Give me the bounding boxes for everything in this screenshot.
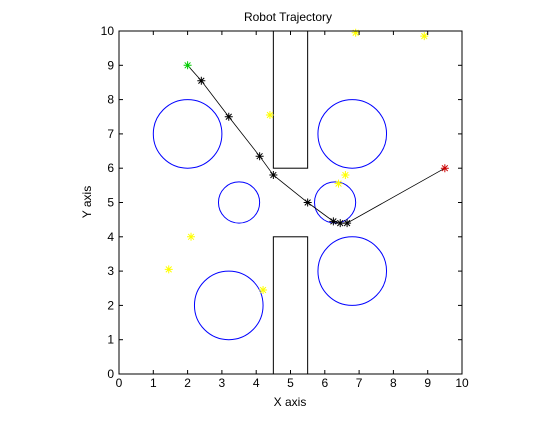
- sample-point-7: [164, 265, 173, 274]
- waypoint-marker-5: [303, 198, 312, 207]
- waypoint-marker-1: [197, 76, 206, 85]
- y-tick-label-3: 3: [107, 264, 114, 278]
- start-marker: [183, 61, 192, 70]
- y-tick-label-7: 7: [107, 127, 114, 141]
- sample-point-3: [265, 111, 274, 120]
- sample-point-8: [259, 285, 268, 294]
- obstacle-circle-2: [317, 99, 388, 169]
- x-tick-label-0: 0: [116, 376, 123, 390]
- endpoint-layer: [183, 61, 449, 173]
- obstacle-circle-5: [193, 270, 264, 341]
- chart-title: Robot Trajectory: [244, 10, 332, 24]
- y-tick-label-2: 2: [107, 298, 114, 312]
- sample-point-4: [341, 171, 350, 180]
- x-tick-label-5: 5: [287, 376, 294, 390]
- waypoint-marker-4: [269, 171, 278, 180]
- waypoint-marker-2: [224, 112, 233, 121]
- x-tick-label-2: 2: [184, 376, 191, 390]
- obstacle-circle-3: [217, 181, 261, 224]
- axes-box: [119, 31, 462, 374]
- y-tick-label-8: 8: [107, 93, 114, 107]
- y-tick-label-6: 6: [107, 161, 114, 175]
- waypoint-marker-8: [343, 219, 352, 228]
- x-tick-label-8: 8: [390, 376, 397, 390]
- tick-layer: 0 1 2 3 4 5 6 7 8 9 10 0 1 2 3 4 5 6 7 8 9 10: [101, 24, 469, 390]
- waypoint-marker-7: [336, 219, 345, 228]
- y-tick-label-0: 0: [107, 367, 114, 381]
- obstacle-circle-6: [317, 236, 388, 306]
- y-axis-label: Y axis: [80, 186, 94, 218]
- x-tick-label-3: 3: [219, 376, 226, 390]
- sample-layer: [164, 28, 429, 294]
- sample-point-6: [187, 232, 196, 241]
- y-tick-label-4: 4: [107, 230, 114, 244]
- x-tick-label-7: 7: [356, 376, 363, 390]
- sample-point-2: [420, 32, 429, 41]
- x-tick-label-9: 9: [424, 376, 431, 390]
- x-tick-label-4: 4: [253, 376, 260, 390]
- x-tick-label-10: 10: [455, 376, 469, 390]
- waypoint-marker-6: [329, 217, 338, 226]
- sample-point-1: [351, 28, 360, 37]
- obstacle-circle-1: [152, 99, 223, 169]
- x-tick-label-6: 6: [321, 376, 328, 390]
- y-tick-label-9: 9: [107, 58, 114, 72]
- goal-marker: [440, 164, 449, 173]
- waypoint-marker-3: [255, 152, 264, 161]
- y-tick-label-1: 1: [107, 333, 114, 347]
- x-axis-label: X axis: [274, 395, 307, 409]
- path-layer: [187, 65, 446, 228]
- y-tick-label-10: 10: [101, 24, 115, 38]
- sample-point-5: [334, 179, 343, 188]
- obstacle-layer: [152, 30, 388, 375]
- x-tick-label-1: 1: [150, 376, 157, 390]
- y-tick-label-5: 5: [107, 196, 114, 210]
